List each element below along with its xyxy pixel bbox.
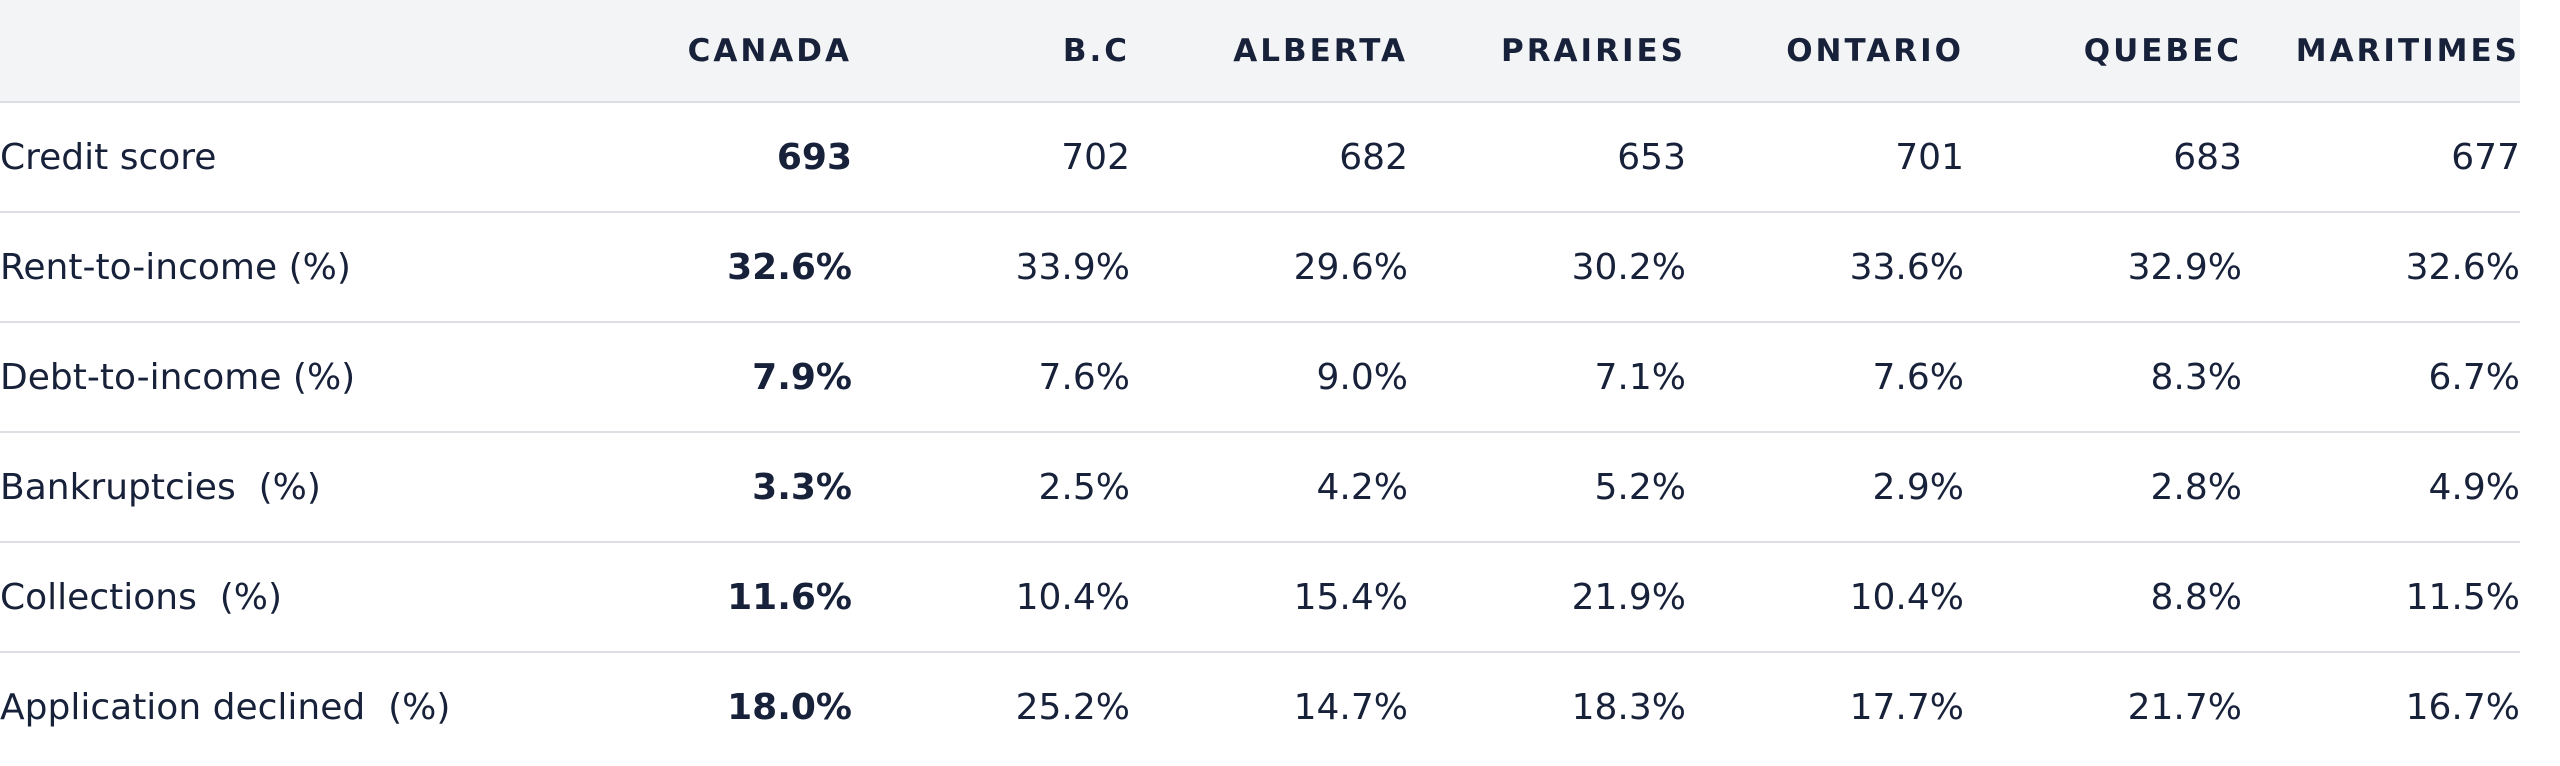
cell-value: 11.6% bbox=[727, 576, 852, 618]
column-header: QUEBEC bbox=[1964, 0, 2242, 103]
cell-value: 3.3% bbox=[752, 466, 852, 508]
cell-value: 701 bbox=[1895, 136, 1964, 178]
cell-value: 2.8% bbox=[2150, 466, 2242, 508]
cell-value: 2.9% bbox=[1872, 466, 1964, 508]
table-row: Collections (%) 11.6% 10.4% 15.4% 21.9% 10.4%… bbox=[0, 542, 2520, 652]
cell-value: 7.9% bbox=[752, 356, 852, 398]
cell-value: 16.7% bbox=[2405, 687, 2520, 728]
table-row: Bankruptcies (%) 3.3% 2.5% 4.2% 5.2% 2.9% 2.8%… bbox=[0, 432, 2520, 542]
table-row: Rent-to-income (%) 32.6% 33.9% 29.6% 30.2% 33… bbox=[0, 212, 2520, 322]
column-header: B.C bbox=[852, 0, 1130, 103]
cell-value: 30.2% bbox=[1571, 246, 1686, 288]
cell-value: 10.4% bbox=[1015, 576, 1130, 618]
cell-value: 682 bbox=[1339, 136, 1408, 178]
cell-value: 18.0% bbox=[727, 687, 852, 728]
cell-value: 32.6% bbox=[2405, 246, 2520, 288]
cell-value: 33.6% bbox=[1849, 246, 1964, 288]
row-label: Rent-to-income (%) bbox=[0, 246, 351, 288]
cell-value: 25.2% bbox=[1015, 687, 1130, 728]
cell-value: 653 bbox=[1617, 136, 1686, 178]
cell-value: 10.4% bbox=[1849, 576, 1964, 618]
table-row: Credit score 693 702 682 653 701 683 677 bbox=[0, 102, 2520, 212]
header-row: CANADA B.C ALBERTA PRAIRIES ONTARIO QUEBEC MAR… bbox=[0, 0, 2520, 103]
cell-value: 683 bbox=[2173, 136, 2242, 178]
table-body: Credit score 693 702 682 653 701 683 677 Rent-to… bbox=[0, 102, 2520, 762]
column-header: MARITIMES bbox=[2242, 0, 2520, 103]
cell-value: 7.6% bbox=[1038, 356, 1130, 398]
column-header: ALBERTA bbox=[1130, 0, 1408, 103]
cell-value: 693 bbox=[776, 136, 852, 178]
row-label: Debt-to-income (%) bbox=[0, 356, 356, 398]
row-label: Application declined (%) bbox=[0, 687, 451, 728]
cell-value: 6.7% bbox=[2428, 356, 2520, 398]
cell-value: 21.7% bbox=[2127, 687, 2242, 728]
cell-value: 4.9% bbox=[2428, 466, 2520, 508]
cell-value: 17.7% bbox=[1849, 687, 1964, 728]
cell-value: 8.3% bbox=[2150, 356, 2242, 398]
cell-value: 8.8% bbox=[2150, 576, 2242, 618]
cell-value: 4.2% bbox=[1316, 466, 1408, 508]
table-row: Application declined (%) 18.0% 25.2% 14.7% 1… bbox=[0, 652, 2520, 762]
cell-value: 15.4% bbox=[1293, 576, 1408, 618]
column-header: ONTARIO bbox=[1686, 0, 1964, 103]
cell-value: 21.9% bbox=[1571, 576, 1686, 618]
row-label: Credit score bbox=[0, 136, 217, 178]
cell-value: 18.3% bbox=[1571, 687, 1686, 728]
header-cell bbox=[0, 0, 560, 103]
table-row: Debt-to-income (%) 7.9% 7.6% 9.0% 7.1% 7.6% 8.… bbox=[0, 322, 2520, 432]
cell-value: 5.2% bbox=[1594, 466, 1686, 508]
cell-value: 2.5% bbox=[1038, 466, 1130, 508]
row-label: Bankruptcies (%) bbox=[0, 466, 321, 508]
cell-value: 32.6% bbox=[727, 246, 852, 288]
cell-value: 702 bbox=[1061, 136, 1130, 178]
cell-value: 32.9% bbox=[2127, 246, 2242, 288]
cell-value: 11.5% bbox=[2405, 576, 2520, 618]
column-header: PRAIRIES bbox=[1408, 0, 1686, 103]
table-header: CANADA B.C ALBERTA PRAIRIES ONTARIO QUEBEC MAR… bbox=[0, 0, 2520, 103]
cell-value: 677 bbox=[2451, 136, 2520, 178]
cell-value: 7.6% bbox=[1872, 356, 1964, 398]
cell-value: 33.9% bbox=[1015, 246, 1130, 288]
cell-value: 29.6% bbox=[1293, 246, 1408, 288]
cell-value: 7.1% bbox=[1594, 356, 1686, 398]
column-header: CANADA bbox=[560, 0, 852, 103]
data-table: CANADA B.C ALBERTA PRAIRIES ONTARIO QUEBEC MAR… bbox=[0, 0, 2520, 762]
cell-value: 9.0% bbox=[1316, 356, 1408, 398]
cell-value: 14.7% bbox=[1293, 687, 1408, 728]
row-label: Collections (%) bbox=[0, 576, 283, 618]
